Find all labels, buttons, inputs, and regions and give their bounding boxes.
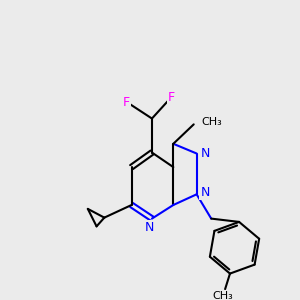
Text: F: F <box>123 95 130 109</box>
Text: CH₃: CH₃ <box>213 291 233 300</box>
Text: N: N <box>201 147 210 160</box>
Text: F: F <box>168 91 175 104</box>
Text: CH₃: CH₃ <box>202 117 222 128</box>
Text: N: N <box>144 221 154 234</box>
Text: N: N <box>201 186 210 199</box>
